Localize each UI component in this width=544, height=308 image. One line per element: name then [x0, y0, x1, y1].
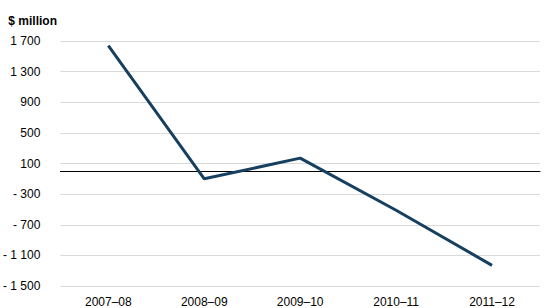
svg-text:2007–08: 2007–08 [85, 295, 132, 308]
svg-text:2009–10: 2009–10 [277, 295, 324, 308]
svg-text:- 1 500: - 1 500 [3, 279, 41, 293]
svg-text:- 300: - 300 [13, 187, 41, 201]
svg-text:500: 500 [20, 126, 40, 140]
svg-text:2010–11: 2010–11 [373, 295, 419, 308]
svg-text:- 700: - 700 [13, 218, 41, 232]
svg-text:$ million: $ million [8, 14, 57, 28]
svg-text:2011–12: 2011–12 [469, 295, 515, 308]
svg-text:900: 900 [20, 95, 40, 109]
svg-text:100: 100 [20, 157, 40, 171]
svg-text:2008–09: 2008–09 [181, 295, 228, 308]
svg-text:1 700: 1 700 [10, 34, 40, 48]
svg-text:1 300: 1 300 [10, 65, 40, 79]
svg-text:- 1 100: - 1 100 [3, 248, 41, 262]
